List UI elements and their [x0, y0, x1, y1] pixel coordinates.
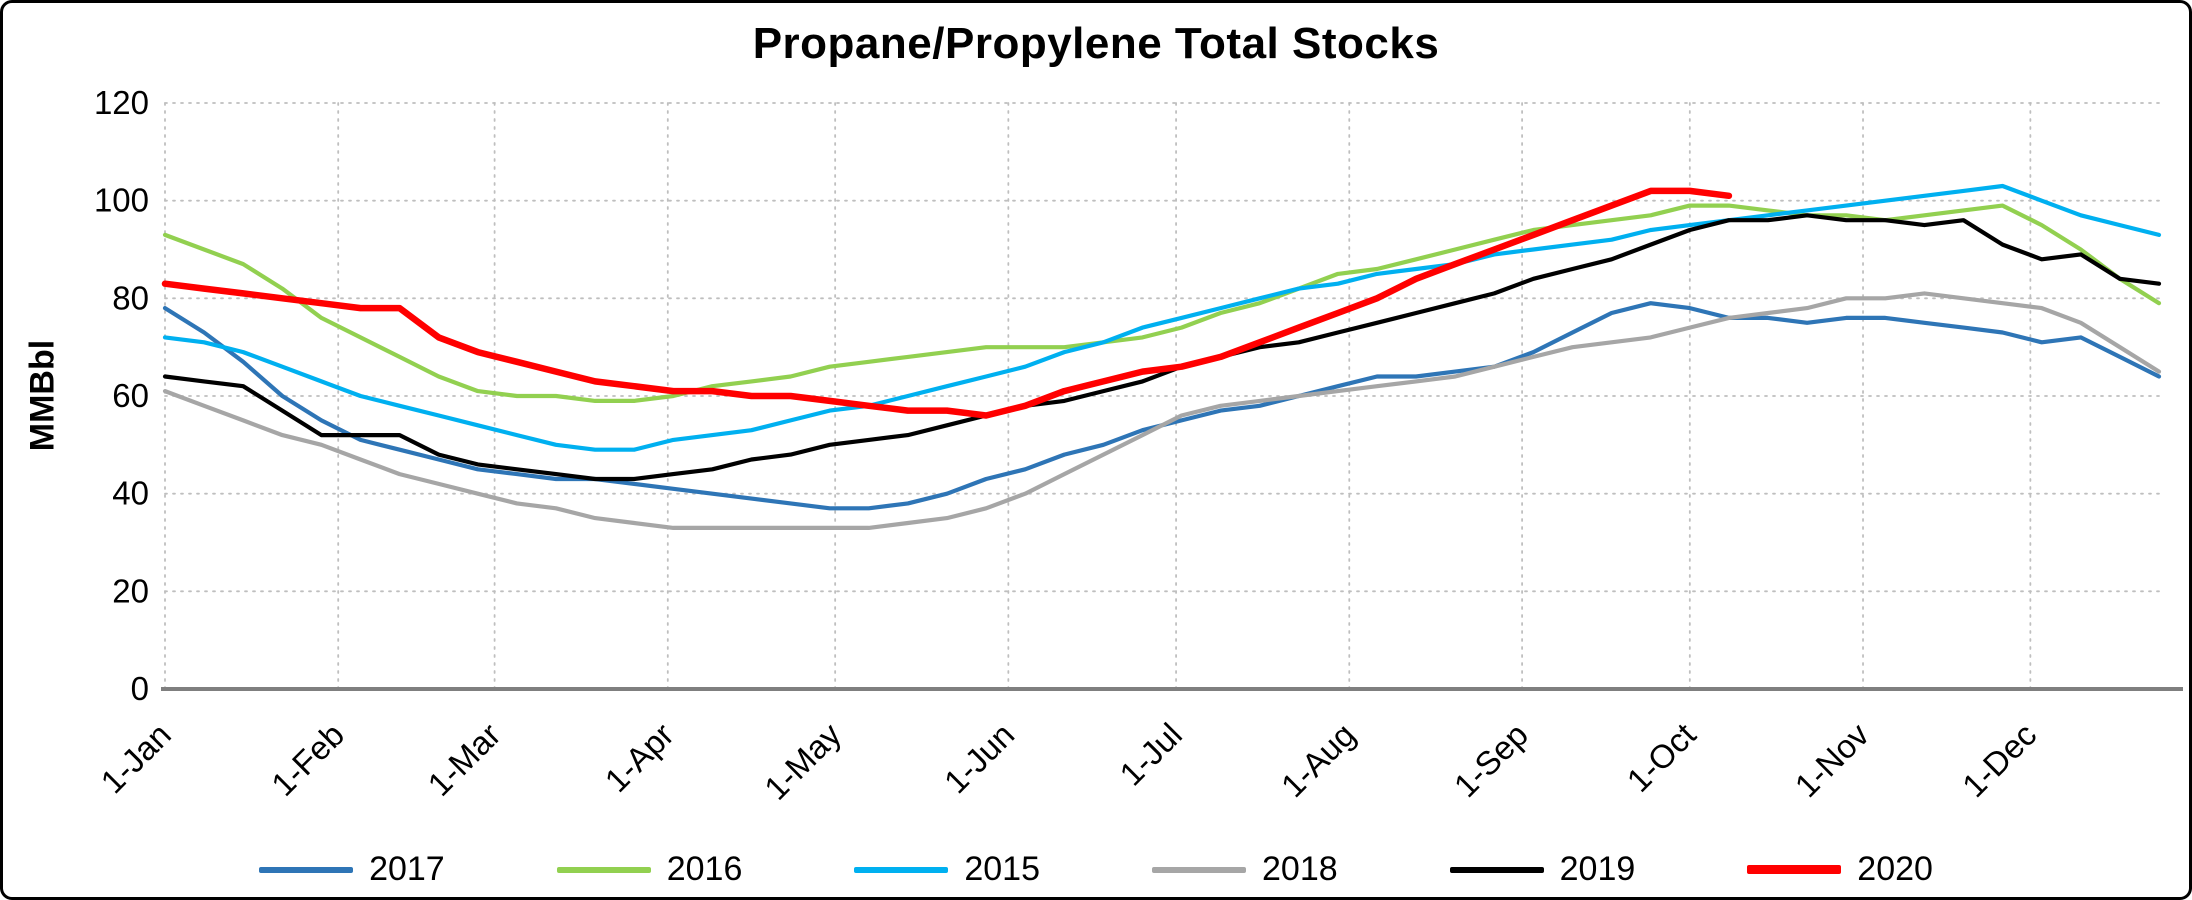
legend-line-swatch — [259, 866, 354, 873]
x-tick-label: 1-Jul — [1112, 716, 1189, 793]
x-tick-label: 1-Jun — [937, 716, 1022, 801]
legend-item-2019: 2019 — [1449, 850, 1636, 889]
series-line-2019 — [162, 213, 2162, 482]
x-tick-label: 1-Jan — [93, 716, 178, 801]
x-tick-label: 1-Dec — [1955, 716, 2043, 804]
series-line-2015 — [162, 183, 2162, 452]
y-tick-label: 120 — [94, 84, 149, 121]
x-tick-label: 1-Aug — [1274, 716, 1362, 804]
y-tick-label: 0 — [131, 670, 149, 707]
y-tick-label: 100 — [94, 182, 149, 219]
legend-line-swatch — [854, 866, 949, 873]
chart-title: Propane/Propylene Total Stocks — [752, 19, 1440, 68]
legend-item-2016: 2016 — [556, 850, 743, 889]
x-tick-label: 1-Sep — [1447, 716, 1535, 804]
x-tick-label: 1-Nov — [1788, 715, 1877, 804]
series-line-2018 — [162, 291, 2162, 530]
x-tick-label: 1-Oct — [1620, 716, 1703, 799]
legend-label: 2017 — [369, 850, 445, 888]
legend-label: 2015 — [964, 850, 1040, 888]
y-tick-label: 20 — [112, 572, 149, 609]
legend-line-swatch — [1747, 865, 1842, 874]
legend-label: 2016 — [666, 850, 743, 888]
legend-line-swatch — [1449, 866, 1544, 873]
legend-line-swatch — [556, 866, 651, 873]
y-tick-label: 60 — [112, 377, 149, 414]
series-line-2016 — [162, 203, 2162, 403]
legend-item-2015: 2015 — [854, 850, 1040, 889]
legend-item-2018: 2018 — [1152, 850, 1338, 889]
legend-label: 2019 — [1559, 850, 1636, 888]
chart-canvas: 1-Jan 1-Feb 1-Mar 1-Apr 1-May 1-Jun 1-Jul 1-Aug… — [93, 84, 2183, 807]
legend-label: 2020 — [1857, 850, 1933, 888]
legend-line-swatch — [1152, 866, 1246, 873]
y-tick-label: 40 — [112, 475, 149, 512]
x-tick-label: 1-May — [757, 715, 848, 806]
legend-label: 2018 — [1262, 850, 1338, 888]
legend-item-2020: 2020 — [1747, 850, 1933, 889]
y-tick-label: 80 — [112, 279, 149, 316]
x-tick-label: 1-Mar — [420, 716, 507, 803]
x-tick-label: 1-Feb — [264, 716, 351, 803]
legend-item-2017: 2017 — [259, 850, 445, 889]
chart-legend: 2017 2016 2015 2018 2019 2020 — [3, 850, 2189, 889]
series-line-2020 — [161, 187, 1733, 419]
x-tick-label: 1-Apr — [598, 716, 681, 799]
